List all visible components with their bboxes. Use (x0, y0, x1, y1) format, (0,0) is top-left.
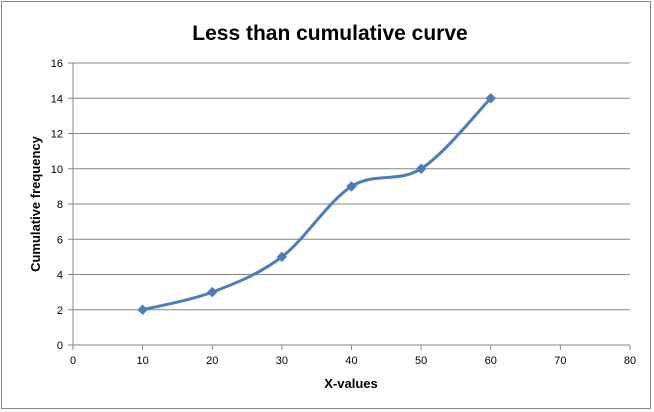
gridlines (73, 62, 630, 311)
data-point-20 (207, 286, 218, 298)
data-point-30 (276, 251, 288, 263)
x-tick-label-50: 50 (415, 355, 427, 367)
x-tick-label-70: 70 (554, 355, 566, 367)
y-tick-label-10: 10 (51, 164, 63, 176)
x-tick-label-80: 80 (624, 355, 636, 367)
y-axis-title: Cumulative frequency (28, 135, 43, 272)
y-tick-label-8: 8 (57, 199, 63, 211)
series-layer (137, 93, 496, 315)
y-tick-label-16: 16 (51, 58, 63, 70)
x-tick-label-10: 10 (137, 355, 149, 367)
x-axis-title: X-values (324, 376, 377, 391)
x-tick-label-60: 60 (485, 355, 497, 367)
x-tick-label-20: 20 (206, 355, 218, 367)
y-tick-label-4: 4 (57, 270, 63, 282)
y-tick-label-14: 14 (51, 93, 63, 105)
data-point-50 (415, 163, 427, 174)
x-tick-label-40: 40 (345, 355, 357, 367)
y-tick-label-6: 6 (57, 234, 63, 246)
data-point-40 (346, 181, 357, 192)
y-tick-label-0: 0 (57, 340, 63, 352)
data-point-10 (137, 304, 148, 315)
x-tick-label-30: 30 (276, 355, 288, 367)
axes: 0 2 4 6 8 10 12 14 16 0 10 20 30 40 50 60 70 80 (51, 58, 636, 367)
y-tick-label-12: 12 (51, 129, 63, 141)
chart-title: Less than cumulative curve (192, 22, 467, 45)
x-tick-label-0: 0 (70, 355, 76, 367)
y-tick-label-2: 2 (57, 305, 63, 317)
data-point-60 (485, 93, 496, 104)
